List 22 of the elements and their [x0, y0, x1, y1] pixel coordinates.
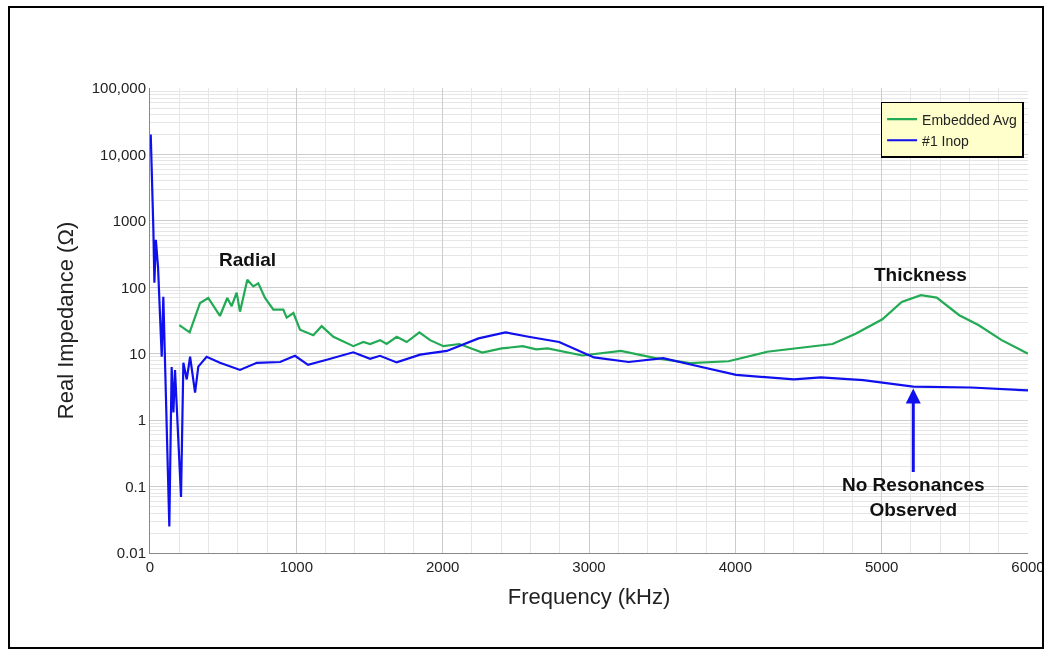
- legend-label: Embedded Avg: [922, 111, 1017, 128]
- annotation: Radial: [219, 249, 277, 270]
- y-tick-label: 0.01: [116, 544, 146, 562]
- y-tick-label: 1: [137, 411, 146, 429]
- y-axis-title: Real Impedance (Ω): [52, 221, 78, 420]
- legend-label: #1 Inop: [922, 132, 970, 149]
- y-tick-label: 10,000: [100, 145, 146, 163]
- y-tick-label: 100,000: [91, 79, 146, 97]
- y-tick-label: 0.1: [125, 477, 146, 495]
- line-series: [150, 133, 1028, 528]
- x-tick-label: 5000: [864, 558, 899, 575]
- y-tick-label: 10: [129, 344, 146, 362]
- x-tick-label: 2000: [425, 558, 460, 575]
- x-tick-label: 0: [145, 558, 155, 575]
- annotation: No Resonances Observed: [842, 474, 985, 520]
- x-tick-label: 3000: [572, 558, 606, 575]
- annotation: Thickness: [874, 264, 967, 285]
- y-tick-label: 1000: [112, 212, 146, 230]
- x-tick-label: 4000: [718, 558, 753, 575]
- x-axis-title: Frequency (kHz): [507, 583, 671, 609]
- x-tick-label: 1000: [279, 558, 314, 575]
- y-tick-label: 100: [120, 278, 146, 296]
